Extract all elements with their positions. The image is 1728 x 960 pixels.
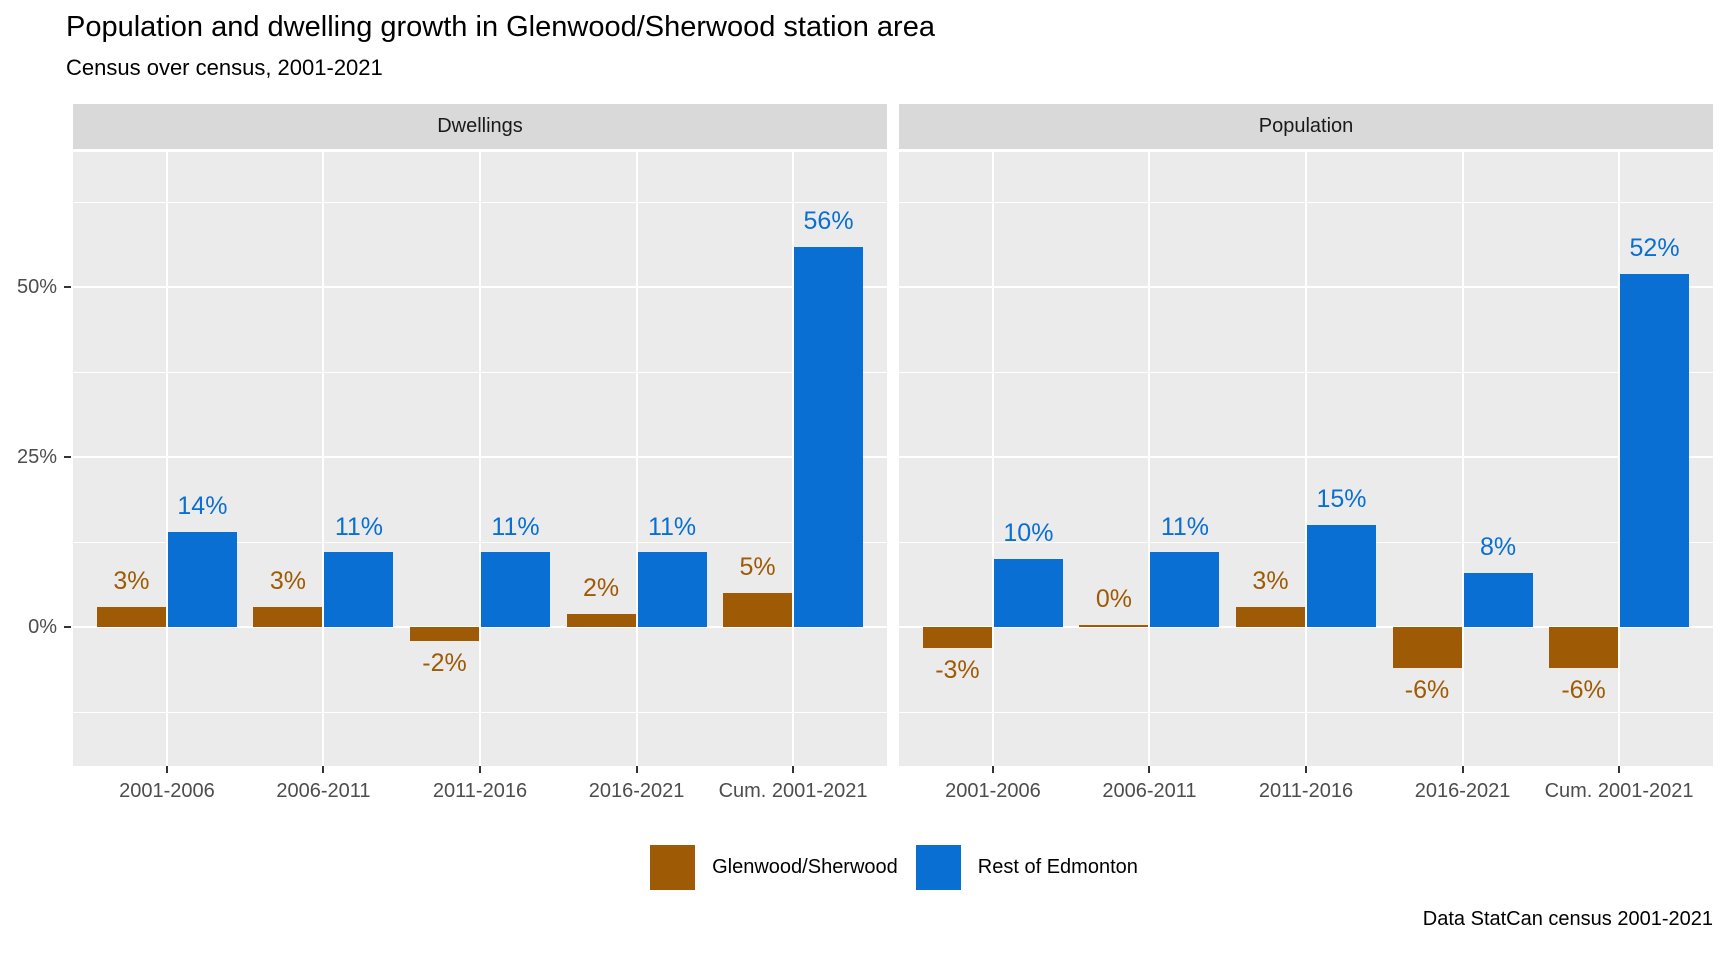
facet-panels: Dwellings 3% 3% -2% 2% 5% 14% 11% 11% 11% 56% 200… — [73, 104, 1713, 826]
gridline-major-vertical — [991, 152, 994, 766]
y-tick-label: 0% — [28, 616, 57, 639]
bar-rest-of-edmonton — [1463, 572, 1533, 628]
value-label: 11% — [491, 512, 540, 541]
bar-rest-of-edmonton — [794, 246, 864, 628]
x-tick — [479, 766, 481, 773]
x-tick-label: 2016-2021 — [588, 780, 685, 802]
x-tick-label: 2001-2006 — [119, 780, 215, 802]
value-label: 3% — [1252, 566, 1289, 595]
bar-rest-of-edmonton — [1620, 273, 1690, 628]
value-label: 56% — [803, 206, 854, 235]
panel-dwellings: 3% 3% -2% 2% 5% 14% 11% 11% 11% 56% — [73, 152, 887, 766]
y-tick-label: 50% — [16, 276, 57, 299]
x-tick-label: 2001-2006 — [945, 780, 1041, 802]
legend-label: Rest of Edmonton — [977, 856, 1138, 878]
value-label: 3% — [113, 566, 150, 595]
x-tick — [1618, 766, 1621, 773]
bar-glenwood-sherwood — [1392, 627, 1462, 669]
legend-item-glenwood-sherwood: Glenwood/Sherwood — [650, 845, 898, 890]
value-label: 11% — [1160, 512, 1210, 541]
y-tick-label: 25% — [16, 446, 57, 469]
bar-rest-of-edmonton — [481, 552, 550, 628]
gridline-major-vertical — [792, 152, 795, 766]
x-tick — [1461, 766, 1464, 773]
bar-glenwood-sherwood — [1236, 606, 1305, 628]
panel-population: -3% 0% 3% -6% -6% 10% 11% 15% 8% 52% — [899, 152, 1713, 766]
gridline-major-vertical — [1618, 152, 1621, 766]
x-tick — [991, 766, 994, 773]
bar-rest-of-edmonton — [324, 552, 394, 628]
x-tick — [635, 766, 638, 773]
facet-strip-population: Population — [899, 104, 1713, 149]
y-tick — [64, 286, 71, 289]
bar-glenwood-sherwood — [410, 627, 479, 641]
legend-swatch-rest-of-edmonton — [915, 845, 961, 890]
bar-glenwood-sherwood — [1079, 624, 1149, 628]
bar-glenwood-sherwood — [922, 627, 992, 648]
gridline-major-vertical — [635, 152, 638, 766]
value-label: 11% — [647, 512, 697, 541]
value-label: -3% — [935, 655, 980, 684]
value-label: 15% — [1316, 485, 1367, 514]
value-label: 11% — [334, 512, 384, 541]
gridline-major-vertical — [165, 152, 168, 766]
value-label: 0% — [1095, 584, 1133, 613]
chart-caption: Data StatCan census 2001-2021 — [1422, 908, 1713, 930]
legend-item-rest-of-edmonton: Rest of Edmonton — [915, 845, 1138, 890]
chart-title: Population and dwelling growth in Glenwo… — [66, 11, 935, 43]
y-axis: 0% 25% 50% — [0, 152, 72, 766]
gridline-major-vertical — [1305, 152, 1307, 766]
bar-glenwood-sherwood — [96, 606, 166, 628]
facet-strip-dwellings: Dwellings — [73, 104, 887, 149]
x-axis-dwellings: 2001-2006 2006-2011 2011-2016 2016-2021 Cum.… — [73, 766, 887, 826]
value-label: 5% — [739, 553, 776, 582]
value-label: -6% — [1404, 676, 1450, 705]
facet-dwellings: Dwellings 3% 3% -2% 2% 5% 14% 11% 11% 11% 56% 200… — [73, 104, 887, 826]
bar-rest-of-edmonton — [993, 559, 1063, 628]
bar-glenwood-sherwood — [1549, 627, 1619, 669]
value-label: -6% — [1561, 676, 1606, 705]
gridline-major-vertical — [1148, 152, 1151, 766]
bar-rest-of-edmonton — [1307, 525, 1376, 628]
x-tick — [322, 766, 325, 773]
x-tick-label: 2011-2016 — [432, 780, 528, 802]
x-tick-label: 2006-2011 — [1102, 780, 1197, 802]
value-label: 3% — [269, 566, 307, 595]
bar-glenwood-sherwood — [253, 606, 323, 628]
gridline-major-vertical — [322, 152, 325, 766]
bar-glenwood-sherwood — [566, 613, 636, 628]
x-tick-label: 2016-2021 — [1414, 780, 1511, 802]
y-tick — [64, 456, 71, 459]
bar-rest-of-edmonton — [1150, 552, 1220, 628]
value-label: 2% — [582, 573, 620, 602]
y-tick — [64, 626, 71, 629]
gridline-major-vertical — [1461, 152, 1464, 766]
value-label: -2% — [422, 648, 467, 677]
gridline-major-vertical — [479, 152, 481, 766]
x-axis-population: 2001-2006 2006-2011 2011-2016 2016-2021 Cum.… — [899, 766, 1713, 826]
value-label: 14% — [177, 492, 228, 521]
x-tick-label: Cum. 2001-2021 — [1544, 780, 1694, 802]
value-label: 8% — [1479, 532, 1517, 561]
bar-glenwood-sherwood — [723, 593, 793, 628]
legend: Glenwood/Sherwood Rest of Edmonton — [30, 845, 1728, 890]
x-tick-label: Cum. 2001-2021 — [718, 780, 868, 802]
bar-rest-of-edmonton — [167, 532, 237, 628]
facet-population: Population -3% 0% 3% -6% -6% 10% 11% 15% 8% 52% 2… — [899, 104, 1713, 826]
chart-subtitle: Census over census, 2001-2021 — [66, 55, 383, 80]
x-tick — [1148, 766, 1151, 773]
x-tick — [1305, 766, 1307, 773]
x-tick-label: 2011-2016 — [1258, 780, 1354, 802]
legend-label: Glenwood/Sherwood — [712, 856, 898, 878]
x-tick — [792, 766, 795, 773]
x-tick — [165, 766, 168, 773]
x-tick-label: 2006-2011 — [276, 780, 371, 802]
bar-rest-of-edmonton — [637, 552, 707, 628]
value-label: 52% — [1629, 233, 1680, 262]
value-label: 10% — [1003, 519, 1054, 548]
legend-swatch-glenwood-sherwood — [650, 845, 696, 890]
